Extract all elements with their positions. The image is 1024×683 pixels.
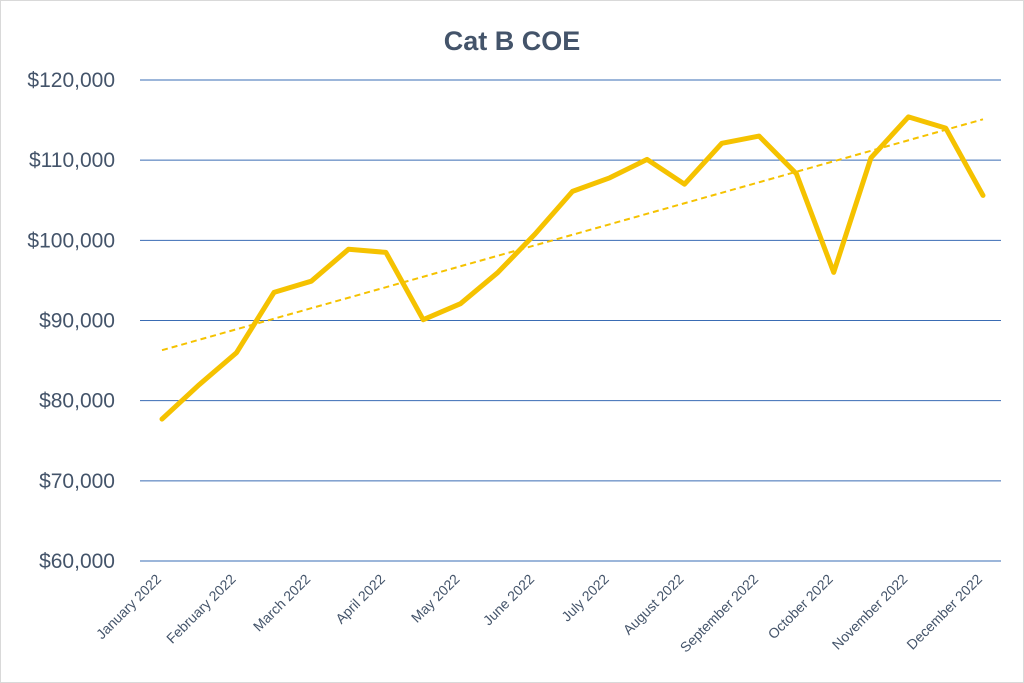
x-tick-label: March 2022: [250, 571, 314, 635]
x-tick-label: August 2022: [620, 571, 687, 638]
y-tick-label: $60,000: [39, 550, 115, 573]
series-line: [159, 114, 986, 422]
y-tick-label: $100,000: [27, 229, 115, 252]
x-tick-label: April 2022: [332, 571, 388, 627]
x-tick-label: June 2022: [480, 571, 538, 629]
y-tick-label: $120,000: [27, 69, 115, 92]
y-tick-label: $70,000: [39, 470, 115, 493]
trendline: [161, 118, 984, 352]
x-tick-label: January 2022: [93, 571, 164, 642]
x-tick-label: February 2022: [163, 571, 239, 647]
x-tick-label: November 2022: [829, 571, 911, 653]
x-tick-label: October 2022: [765, 571, 836, 642]
x-tick-label: December 2022: [903, 571, 985, 653]
chart-title: Cat B COE: [443, 26, 581, 56]
x-tick-label: May 2022: [408, 571, 463, 626]
x-tick-label: September 2022: [677, 571, 762, 656]
y-tick-label: $110,000: [29, 149, 115, 172]
gridlines: [140, 79, 1001, 562]
y-tick-label: $90,000: [39, 310, 115, 333]
y-tick-label: $80,000: [39, 390, 115, 413]
x-tick-label: July 2022: [558, 571, 612, 625]
y-axis-ticks: $60,000 $70,000 $80,000 $90,000 $100,000 $110…: [27, 69, 115, 573]
series-group: [159, 114, 986, 422]
